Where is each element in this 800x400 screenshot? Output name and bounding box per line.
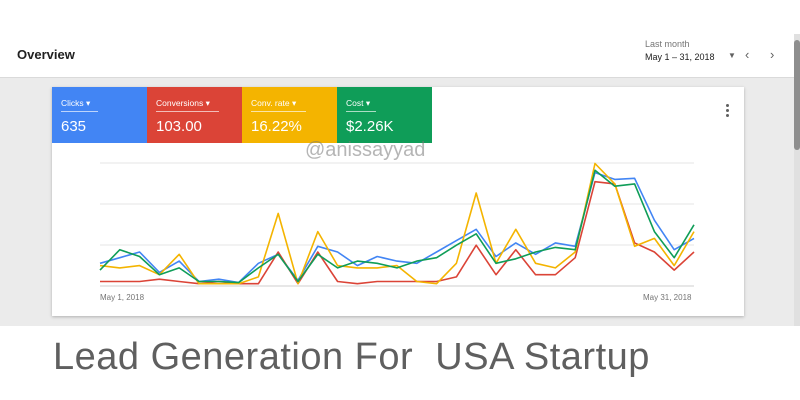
scorecard-value: 635 [61, 118, 87, 135]
date-range-dropdown-icon[interactable]: ▼ [728, 51, 736, 60]
line-chart [99, 162, 695, 287]
scorecard-label: Conv. rate ▾ [251, 98, 297, 108]
scorecard-value: 16.22% [251, 118, 302, 135]
x-axis-end-label: May 31, 2018 [643, 293, 692, 302]
scorecard-value: $2.26K [346, 118, 394, 135]
more-options-icon[interactable] [722, 104, 732, 118]
scrollbar-track[interactable] [794, 34, 800, 326]
previous-period-button[interactable]: ‹ [745, 47, 750, 62]
caption-text: Lead Generation For USA Startup [53, 336, 650, 378]
top-strip [0, 0, 800, 34]
scorecard-label: Conversions ▾ [156, 98, 210, 108]
scorecard-conversions[interactable]: Conversions ▾ 103.00 [147, 87, 242, 143]
performance-card: Clicks ▾ 635 Conversions ▾ 103.00 Conv. … [52, 87, 744, 316]
scorecard-label: Clicks ▾ [61, 98, 91, 108]
next-period-button[interactable]: › [770, 47, 775, 62]
x-axis-start-label: May 1, 2018 [100, 293, 145, 302]
series-line-4 [99, 169, 695, 284]
overview-header: Overview Last month May 1 – 31, 2018 ▼ ‹… [0, 34, 794, 78]
series-line-3 [99, 162, 695, 285]
scorecard-label: Cost ▾ [346, 98, 371, 108]
watermark: @anissayyad [305, 139, 426, 161]
scrollbar-thumb[interactable] [794, 40, 800, 150]
page-title: Overview [17, 47, 75, 62]
date-range-caption: Last month [645, 39, 690, 49]
scorecard-clicks[interactable]: Clicks ▾ 635 [52, 87, 147, 143]
scorecard-value: 103.00 [156, 118, 202, 135]
scorecard-conv-rate[interactable]: Conv. rate ▾ 16.22% [242, 87, 337, 143]
scorecard-cost[interactable]: Cost ▾ $2.26K [337, 87, 432, 143]
date-range-value[interactable]: May 1 – 31, 2018 [645, 52, 715, 62]
